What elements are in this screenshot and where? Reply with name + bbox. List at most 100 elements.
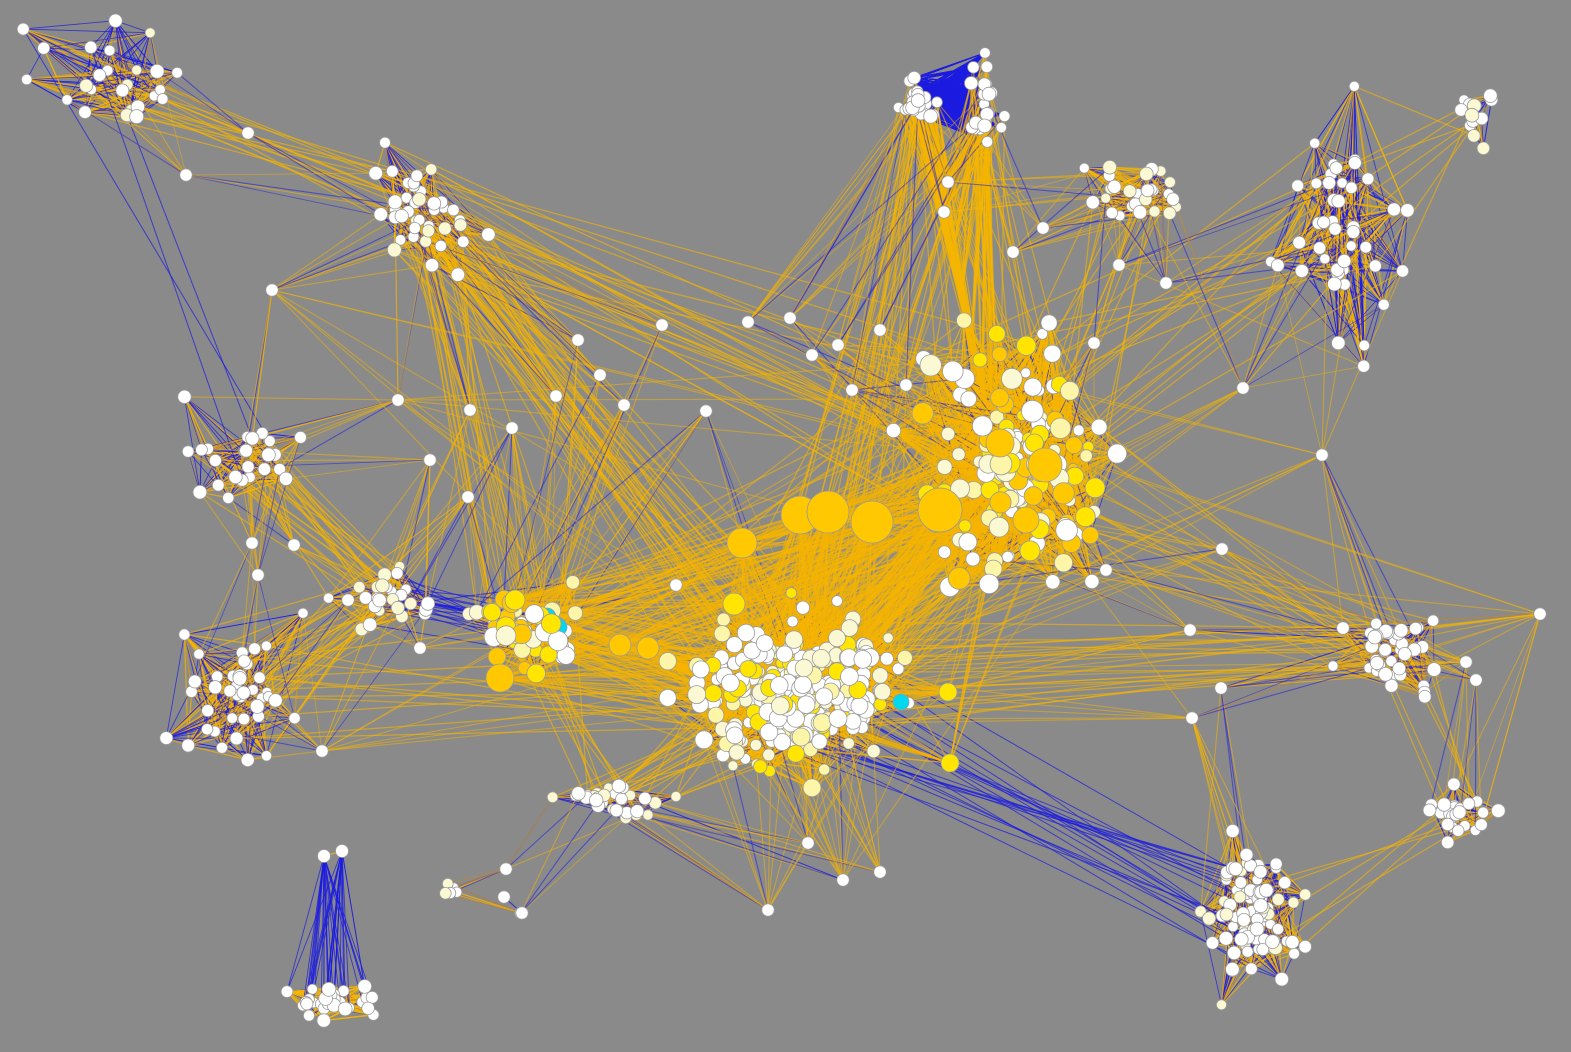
- graph-node[interactable]: [1319, 253, 1331, 265]
- graph-node[interactable]: [850, 500, 894, 544]
- graph-node[interactable]: [842, 737, 855, 750]
- graph-node[interactable]: [567, 605, 584, 621]
- graph-node[interactable]: [260, 640, 272, 652]
- graph-node[interactable]: [1384, 678, 1399, 693]
- graph-node[interactable]: [1491, 803, 1506, 818]
- graph-node[interactable]: [937, 205, 951, 219]
- graph-node[interactable]: [1027, 447, 1063, 483]
- graph-node[interactable]: [394, 208, 409, 224]
- graph-node[interactable]: [1291, 179, 1305, 193]
- graph-node[interactable]: [497, 890, 511, 904]
- graph-node[interactable]: [171, 66, 184, 79]
- graph-node[interactable]: [1272, 923, 1285, 936]
- graph-node[interactable]: [515, 906, 529, 920]
- graph-node[interactable]: [848, 680, 867, 700]
- graph-node[interactable]: [1139, 166, 1154, 182]
- graph-node[interactable]: [1105, 206, 1119, 220]
- graph-node[interactable]: [951, 447, 966, 462]
- graph-node[interactable]: [461, 490, 475, 504]
- graph-node[interactable]: [485, 663, 515, 693]
- graph-node[interactable]: [1214, 681, 1228, 695]
- graph-node[interactable]: [1337, 254, 1352, 269]
- graph-node[interactable]: [964, 76, 979, 91]
- graph-node[interactable]: [108, 13, 123, 28]
- graph-node[interactable]: [379, 136, 391, 149]
- graph-node[interactable]: [1085, 195, 1100, 210]
- graph-node[interactable]: [241, 126, 255, 140]
- graph-node[interactable]: [1322, 175, 1336, 190]
- graph-node[interactable]: [1045, 574, 1061, 590]
- graph-node[interactable]: [739, 660, 757, 678]
- graph-node[interactable]: [1441, 817, 1455, 832]
- graph-node[interactable]: [1075, 506, 1096, 528]
- graph-node[interactable]: [223, 684, 237, 698]
- graph-node[interactable]: [980, 60, 994, 74]
- graph-node[interactable]: [985, 428, 1015, 458]
- graph-node[interactable]: [753, 759, 768, 774]
- graph-node[interactable]: [866, 744, 881, 759]
- graph-node[interactable]: [880, 651, 894, 666]
- graph-node[interactable]: [263, 435, 276, 448]
- graph-node[interactable]: [655, 318, 669, 332]
- graph-node[interactable]: [1132, 204, 1148, 220]
- graph-node[interactable]: [317, 849, 331, 863]
- graph-node[interactable]: [1396, 264, 1410, 278]
- graph-node[interactable]: [1234, 876, 1248, 889]
- graph-node[interactable]: [728, 744, 745, 761]
- graph-node[interactable]: [390, 600, 405, 615]
- graph-node[interactable]: [457, 235, 470, 248]
- graph-node[interactable]: [978, 573, 1000, 595]
- graph-node[interactable]: [1236, 381, 1250, 395]
- graph-node[interactable]: [1271, 258, 1285, 273]
- graph-node[interactable]: [434, 239, 447, 253]
- graph-node[interactable]: [365, 991, 379, 1004]
- graph-node[interactable]: [972, 415, 994, 437]
- graph-node[interactable]: [840, 667, 859, 686]
- graph-node[interactable]: [910, 93, 926, 108]
- graph-node[interactable]: [245, 431, 260, 446]
- graph-node[interactable]: [989, 409, 1005, 425]
- graph-node[interactable]: [1400, 203, 1415, 218]
- graph-node[interactable]: [387, 194, 403, 210]
- graph-node[interactable]: [335, 844, 349, 858]
- graph-node[interactable]: [1369, 655, 1385, 671]
- graph-node[interactable]: [394, 234, 407, 246]
- graph-node[interactable]: [991, 346, 1008, 363]
- graph-node[interactable]: [115, 83, 130, 98]
- graph-node[interactable]: [1298, 940, 1312, 954]
- graph-node[interactable]: [617, 398, 631, 412]
- graph-node[interactable]: [1271, 893, 1285, 907]
- graph-node[interactable]: [990, 388, 1010, 408]
- graph-node[interactable]: [37, 41, 51, 55]
- graph-node[interactable]: [571, 786, 586, 801]
- graph-node[interactable]: [1043, 344, 1062, 363]
- graph-node[interactable]: [704, 684, 723, 703]
- graph-node[interactable]: [1367, 629, 1382, 645]
- graph-node[interactable]: [995, 122, 1007, 134]
- graph-node[interactable]: [937, 545, 952, 559]
- graph-node[interactable]: [1533, 607, 1547, 621]
- graph-node[interactable]: [463, 403, 477, 417]
- graph-node[interactable]: [549, 389, 563, 403]
- graph-node[interactable]: [420, 596, 436, 611]
- graph-node[interactable]: [892, 662, 905, 676]
- graph-node[interactable]: [16, 22, 30, 36]
- graph-node[interactable]: [1336, 177, 1348, 189]
- graph-node[interactable]: [958, 519, 972, 533]
- graph-node[interactable]: [1166, 192, 1180, 206]
- graph-node[interactable]: [950, 478, 970, 499]
- graph-node[interactable]: [1012, 506, 1040, 534]
- graph-node[interactable]: [801, 836, 815, 850]
- graph-node[interactable]: [222, 491, 235, 504]
- graph-node[interactable]: [237, 654, 251, 668]
- graph-node[interactable]: [353, 581, 366, 594]
- graph-node[interactable]: [981, 135, 994, 148]
- graph-node[interactable]: [873, 323, 887, 337]
- graph-node[interactable]: [642, 809, 654, 821]
- graph-node[interactable]: [713, 625, 731, 643]
- graph-node[interactable]: [297, 607, 309, 619]
- graph-node[interactable]: [1253, 864, 1268, 879]
- graph-node[interactable]: [226, 712, 238, 724]
- graph-node[interactable]: [1392, 661, 1407, 676]
- graph-node[interactable]: [212, 478, 225, 492]
